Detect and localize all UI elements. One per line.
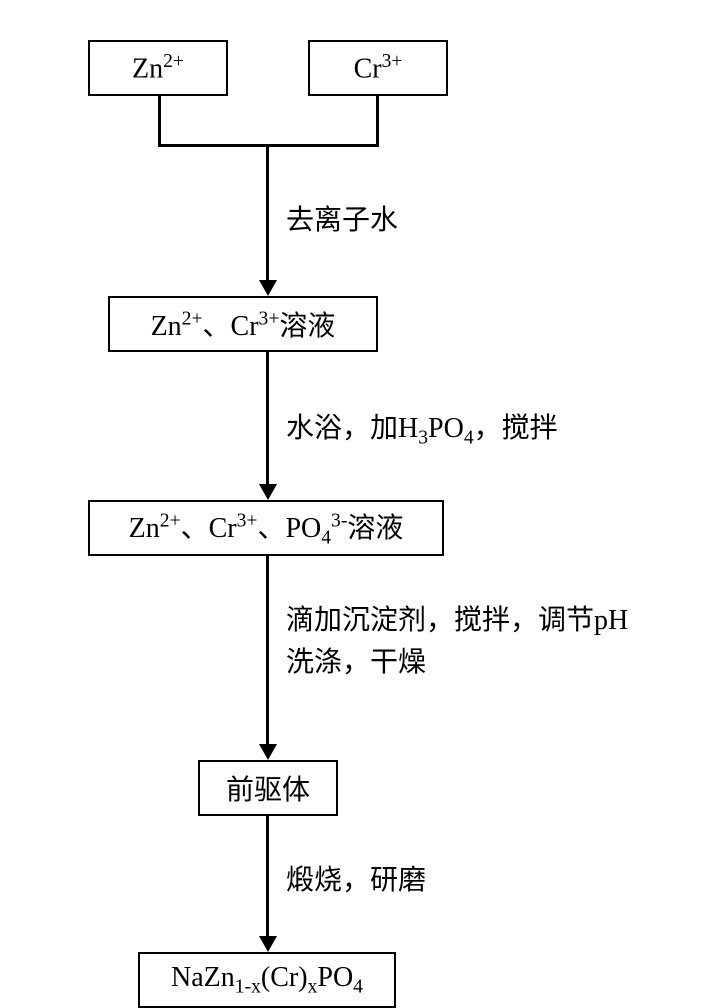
label-waterbath: 水浴，加H3PO4，搅拌 [286,408,558,453]
box-precursor: 前驱体 [198,760,338,816]
arrowhead-prec-to-prod [259,936,277,952]
label-precipitant2: 洗涤，干燥 [286,642,426,684]
edge-zn-down [158,96,161,146]
arrowhead-merge [259,280,277,296]
box-cr: Cr3+ [308,40,448,96]
edge-merge-down [266,147,269,282]
box-zn: Zn2+ [88,40,228,96]
label-calcine: 煅烧，研磨 [286,860,426,902]
box-zn-cr-solution: Zn2+、Cr3+溶液 [108,296,378,352]
edge-prec-to-prod [266,816,269,938]
edge-cr-down [376,96,379,146]
box-zn-cr-po4-solution-text: Zn2+、Cr3+、PO43-溶液 [129,506,404,550]
edge-sol-to-po4 [266,352,269,486]
box-cr-text: Cr3+ [354,51,403,85]
label-precipitant1: 滴加沉淀剂，搅拌，调节pH [286,600,628,642]
arrowhead-po4-to-prec [259,744,277,760]
box-zn-cr-po4-solution: Zn2+、Cr3+、PO43-溶液 [88,500,444,556]
arrowhead-sol-to-po4 [259,484,277,500]
box-precursor-text: 前驱体 [226,768,310,808]
box-zn-cr-solution-text: Zn2+、Cr3+溶液 [151,304,336,344]
label-deionized: 去离子水 [286,200,398,242]
box-product-text: NaZn1-x(Cr)xPO4 [171,962,363,999]
box-zn-text: Zn2+ [132,51,184,85]
edge-po4-to-prec [266,556,269,746]
